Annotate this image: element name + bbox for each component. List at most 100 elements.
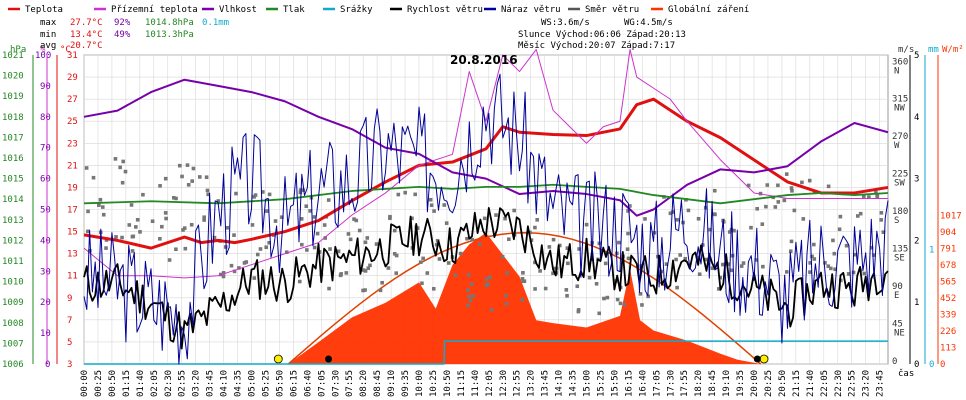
wind-direction-point bbox=[869, 245, 874, 250]
wind-direction-point bbox=[453, 273, 458, 278]
wind-direction-point bbox=[826, 264, 831, 268]
stats-header: max 27.7°C 92% 1014.8hPa 0.1mm min 13.4°C 49% 10… bbox=[40, 18, 686, 51]
axis-time-label: čas bbox=[898, 368, 914, 379]
axis-hpa-unit: hPa bbox=[10, 45, 26, 55]
wind-direction-point bbox=[503, 216, 507, 221]
wind-direction-point bbox=[788, 249, 793, 254]
wind-direction-point bbox=[529, 238, 534, 242]
tick-ms: 0 bbox=[914, 360, 919, 370]
wind-direction-point bbox=[470, 237, 474, 242]
tick-time: 05:50 bbox=[275, 370, 285, 397]
wind-direction-point bbox=[468, 298, 473, 303]
wind-direction-point bbox=[431, 286, 436, 291]
stat-value: 20.7°C bbox=[70, 41, 103, 51]
tick-c: 11 bbox=[67, 272, 78, 282]
wind-direction-point bbox=[626, 231, 630, 236]
tick-dir-label: NW bbox=[894, 104, 905, 114]
tick-hpa: 1009 bbox=[2, 298, 24, 308]
legend-label: Náraz větru bbox=[501, 5, 561, 15]
line-n-raz-v-tru bbox=[83, 73, 889, 365]
wind-direction-point bbox=[867, 195, 871, 199]
wind-direction-point bbox=[394, 253, 399, 258]
wind-direction-point bbox=[435, 238, 440, 243]
wind-direction-point bbox=[484, 277, 489, 281]
wind-direction-point bbox=[346, 232, 351, 236]
wind-direction-point bbox=[603, 261, 608, 266]
wind-direction-point bbox=[378, 288, 383, 293]
wind-direction-point bbox=[197, 175, 202, 179]
tick-time: 16:15 bbox=[624, 370, 634, 397]
tick-dir: 90 bbox=[892, 282, 903, 292]
tick-time: 20:00 bbox=[750, 370, 760, 397]
wind-direction-point bbox=[189, 222, 194, 227]
tick-dir: 0 bbox=[892, 357, 897, 367]
tick-time: 21:15 bbox=[792, 370, 802, 397]
wind-direction-point bbox=[357, 228, 362, 233]
wind-direction-point bbox=[344, 271, 349, 275]
wind-direction-point bbox=[494, 213, 498, 217]
wind-direction-point bbox=[727, 230, 732, 234]
wind-direction-point bbox=[789, 186, 794, 190]
tick-c: 7 bbox=[67, 316, 72, 326]
tick-pct: 70 bbox=[40, 144, 51, 154]
wind-direction-point bbox=[298, 188, 303, 192]
wind-direction-point bbox=[801, 217, 806, 221]
wind-direction-point bbox=[121, 159, 126, 164]
wind-direction-point bbox=[444, 221, 449, 225]
wind-direction-point bbox=[551, 271, 555, 275]
tick-time: 02:55 bbox=[178, 370, 188, 397]
tick-hpa: 1008 bbox=[2, 319, 24, 329]
wind-direction-point bbox=[741, 261, 746, 265]
wind-direction-point bbox=[675, 217, 679, 222]
tick-pct: 0 bbox=[45, 360, 50, 370]
tick-hpa: 1018 bbox=[2, 113, 24, 123]
tick-time: 11:15 bbox=[457, 370, 467, 397]
tick-dir-label: SE bbox=[894, 254, 905, 264]
wind-direction-point bbox=[521, 279, 526, 284]
wind-direction-point bbox=[261, 190, 265, 194]
wind-direction-point bbox=[267, 192, 272, 197]
wind-direction-point bbox=[686, 208, 691, 213]
tick-time: 20:25 bbox=[764, 370, 774, 397]
wind-direction-point bbox=[872, 253, 876, 257]
wind-direction-point bbox=[363, 269, 368, 273]
wind-direction-point bbox=[622, 302, 627, 307]
tick-c: 23 bbox=[67, 139, 78, 149]
wind-direction-point bbox=[392, 228, 397, 233]
stat-value: 1013.3hPa bbox=[145, 30, 194, 40]
legend-label: Teplota bbox=[25, 5, 63, 15]
wind-direction-point bbox=[505, 271, 509, 275]
wind-direction-point bbox=[855, 214, 860, 218]
tick-time: 13:45 bbox=[541, 370, 551, 397]
wind-direction-point bbox=[710, 266, 715, 271]
wind-direction-point bbox=[118, 165, 122, 170]
wind-direction-point bbox=[469, 282, 474, 286]
wind-direction-point bbox=[163, 176, 168, 181]
wind-direction-point bbox=[141, 192, 145, 197]
tick-time: 11:40 bbox=[471, 370, 481, 397]
wind-direction-point bbox=[726, 262, 731, 266]
tick-time: 01:40 bbox=[136, 370, 146, 397]
tick-c: 17 bbox=[67, 206, 78, 216]
tick-wm2: 791 bbox=[940, 245, 956, 255]
tick-c: 9 bbox=[67, 294, 72, 304]
wind-direction-point bbox=[837, 227, 842, 232]
wind-direction-point bbox=[365, 236, 370, 240]
wind-direction-point bbox=[299, 217, 304, 221]
tick-c: 31 bbox=[67, 51, 78, 61]
tick-time: 03:20 bbox=[192, 370, 202, 397]
tick-time: 04:10 bbox=[220, 370, 230, 397]
wind-direction-point bbox=[297, 279, 302, 284]
wind-direction-point bbox=[535, 218, 539, 222]
wind-direction-point bbox=[683, 256, 688, 261]
wind-direction-point bbox=[488, 275, 492, 280]
wind-direction-point bbox=[177, 163, 182, 168]
wind-direction-point bbox=[764, 204, 768, 209]
chart-title: 20.8.2016 bbox=[450, 53, 518, 67]
tick-dir-label: S bbox=[894, 216, 899, 226]
wind-direction-point bbox=[557, 243, 562, 248]
wind-direction-point bbox=[264, 245, 269, 250]
wind-direction-point bbox=[489, 307, 494, 312]
tick-time: 16:40 bbox=[638, 370, 648, 397]
wind-direction-point bbox=[739, 264, 744, 268]
